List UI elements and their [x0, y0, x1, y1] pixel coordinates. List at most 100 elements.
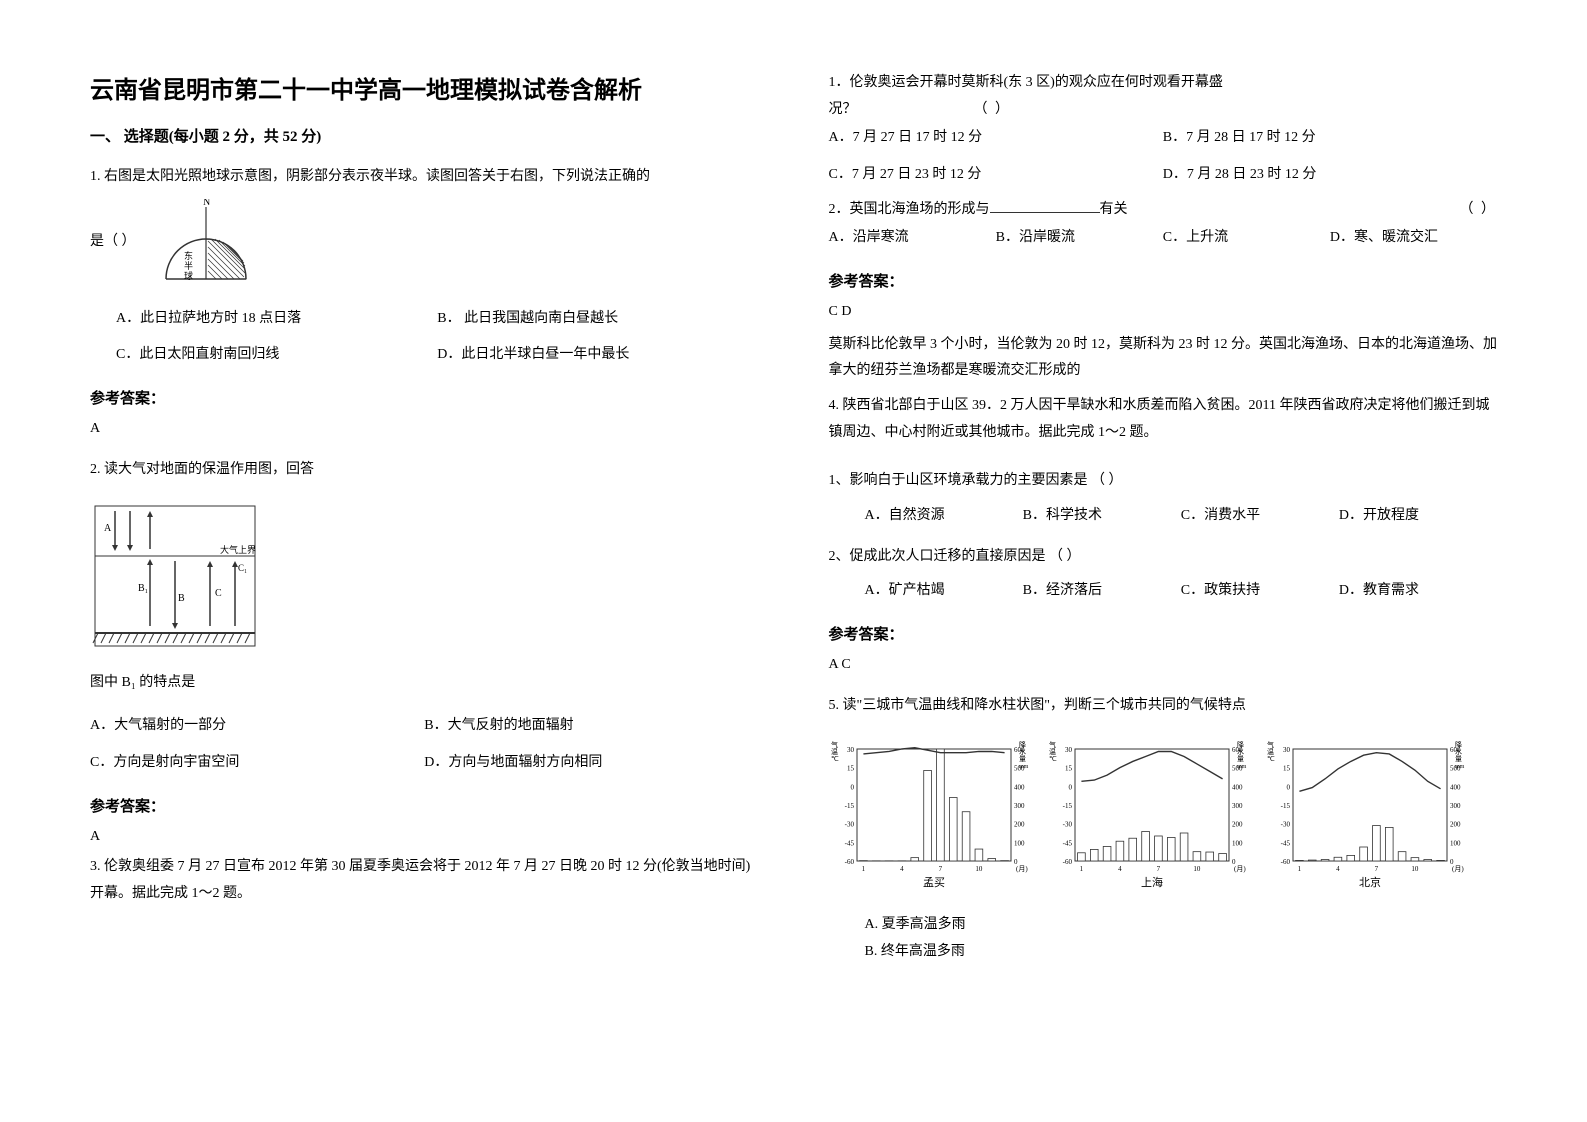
- q4-s2-stem: 2、促成此次人口迁移的直接原因是 （ ）: [829, 544, 1498, 571]
- svg-text:500: 500: [1450, 765, 1461, 773]
- svg-text:-45: -45: [1062, 839, 1072, 847]
- svg-text:30: 30: [847, 746, 855, 754]
- q3-s1-opt-c: C．7 月 27 日 23 时 12 分: [829, 160, 1163, 191]
- svg-text:7: 7: [938, 865, 942, 873]
- svg-text:100: 100: [1232, 839, 1243, 847]
- q4-s2-options: A．矿产枯竭 B．经济落后 C．政策扶持 D．教育需求: [829, 576, 1498, 607]
- svg-text:孟买: 孟买: [923, 876, 945, 889]
- q3-s1-stem-b: 况？ （ ）: [829, 97, 1498, 124]
- chart-mumbai: 气温℃降水量mm-60-45-30-1501530010020030040050…: [829, 739, 1039, 894]
- q1-options-cd: C．此日太阳直射南回归线 D．此日北半球白昼一年中最长: [90, 340, 759, 371]
- q3-s1-options-ab: A．7 月 27 日 17 时 12 分 B．7 月 28 日 17 时 12 …: [829, 123, 1498, 154]
- svg-text:600: 600: [1232, 746, 1243, 754]
- svg-text:10: 10: [1193, 865, 1201, 873]
- q4-s1-opt-c: C．消费水平: [1181, 501, 1339, 532]
- globe-east-label: 东: [184, 250, 193, 261]
- svg-text:-30: -30: [1062, 821, 1072, 829]
- globe-n-label: N: [203, 199, 210, 208]
- section-header: 一、 选择题(每小题 2 分，共 52 分): [90, 125, 759, 146]
- q1-opt-a: A．此日拉萨地方时 18 点日落: [116, 304, 437, 335]
- svg-text:量: 量: [1455, 755, 1462, 763]
- fill-blank: [990, 212, 1100, 213]
- globe-figure: N 东 半 球: [156, 199, 256, 294]
- svg-text:-45: -45: [844, 839, 854, 847]
- paper-title: 云南省昆明市第二十一中学高一地理模拟试卷含解析: [90, 70, 759, 105]
- q1-ans: A: [90, 416, 759, 443]
- svg-text:0: 0: [850, 783, 854, 791]
- q2-opt-d: D．方向与地面辐射方向相同: [424, 748, 758, 779]
- svg-text:600: 600: [1450, 746, 1461, 754]
- q2-opt-a: A．大气辐射的一部分: [90, 711, 424, 742]
- svg-text:10: 10: [1411, 865, 1419, 873]
- svg-text:10: 10: [975, 865, 983, 873]
- svg-text:-15: -15: [1062, 802, 1072, 810]
- q2-stem: 2. 读大气对地面的保温作用图，回答: [90, 457, 759, 484]
- q4-s1-options: A．自然资源 B．科学技术 C．消费水平 D．开放程度: [829, 501, 1498, 532]
- svg-text:600: 600: [1014, 746, 1025, 754]
- q2-opt-c: C．方向是射向宇宙空间: [90, 748, 424, 779]
- svg-text:量: 量: [1237, 755, 1244, 763]
- svg-text:200: 200: [1014, 821, 1025, 829]
- atmosphere-figure: 大气上界 A B₁ B C C₁: [90, 501, 759, 656]
- q4-ref: 参考答案：: [829, 623, 1498, 644]
- q5-opt-b: B. 终年高温多雨: [829, 939, 1498, 966]
- svg-text:-15: -15: [844, 802, 854, 810]
- svg-text:-45: -45: [1280, 839, 1290, 847]
- svg-text:15: 15: [1065, 765, 1073, 773]
- svg-text:300: 300: [1450, 802, 1461, 810]
- svg-text:半: 半: [184, 260, 193, 271]
- svg-text:300: 300: [1014, 802, 1025, 810]
- svg-text:(月): (月): [1452, 865, 1464, 873]
- svg-text:大气上界: 大气上界: [220, 544, 256, 555]
- q3-s1-stem-a: 1．伦敦奥运会开幕时莫斯科(东 3 区)的观众应在何时观看开幕盛: [829, 70, 1498, 97]
- q2-options-ab: A．大气辐射的一部分 B．大气反射的地面辐射: [90, 711, 759, 742]
- chart-shanghai: 气温℃降水量mm-60-45-30-1501530010020030040050…: [1047, 739, 1257, 894]
- q3-s1-opt-b: B．7 月 28 日 17 时 12 分: [1163, 123, 1497, 154]
- svg-text:200: 200: [1450, 821, 1461, 829]
- svg-text:4: 4: [900, 865, 904, 873]
- q2-sub: 图中 B₁ 的特点是: [90, 670, 759, 697]
- svg-text:30: 30: [1283, 746, 1291, 754]
- q1-opt-d: D．此日北半球白昼一年中最长: [437, 340, 758, 371]
- climate-chart-row: 气温℃降水量mm-60-45-30-1501530010020030040050…: [829, 739, 1498, 894]
- q3-s1-opt-a: A．7 月 27 日 17 时 12 分: [829, 123, 1163, 154]
- left-column: 云南省昆明市第二十一中学高一地理模拟试卷含解析 一、 选择题(每小题 2 分，共…: [90, 70, 759, 1052]
- svg-text:(月): (月): [1234, 865, 1246, 873]
- q4-s2-opt-d: D．教育需求: [1339, 576, 1497, 607]
- svg-text:7: 7: [1156, 865, 1160, 873]
- svg-text:量: 量: [1019, 755, 1026, 763]
- svg-text:200: 200: [1232, 821, 1243, 829]
- right-column: 1．伦敦奥运会开幕时莫斯科(东 3 区)的观众应在何时观看开幕盛 况？ （ ） …: [829, 70, 1498, 1052]
- q2-ans: A: [90, 824, 759, 851]
- q4-s2-opt-b: B．经济落后: [1023, 576, 1181, 607]
- q5-stem: 5. 读"三城市气温曲线和降水柱状图"，判断三个城市共同的气候特点: [829, 693, 1498, 720]
- q4-s1-stem: 1、影响白于山区环境承载力的主要因素是 （ ）: [829, 468, 1498, 495]
- svg-text:400: 400: [1014, 783, 1025, 791]
- q4-s2-opt-a: A．矿产枯竭: [865, 576, 1023, 607]
- svg-text:400: 400: [1450, 783, 1461, 791]
- svg-text:100: 100: [1450, 839, 1461, 847]
- svg-text:-60: -60: [1062, 858, 1072, 866]
- svg-text:B: B: [178, 593, 185, 604]
- svg-text:1: 1: [1297, 865, 1301, 873]
- svg-text:(月): (月): [1016, 865, 1028, 873]
- q3-s2-opt-c: C．上升流: [1163, 223, 1330, 254]
- svg-text:30: 30: [1065, 746, 1073, 754]
- q3-s2-opt-b: B．沿岸暖流: [996, 223, 1163, 254]
- svg-text:400: 400: [1232, 783, 1243, 791]
- svg-text:15: 15: [847, 765, 855, 773]
- svg-text:-15: -15: [1280, 802, 1290, 810]
- svg-text:1: 1: [1079, 865, 1083, 873]
- q1-opt-b: B． 此日我国越向南白昼越长: [437, 304, 758, 335]
- q2-options-cd: C．方向是射向宇宙空间 D．方向与地面辐射方向相同: [90, 748, 759, 779]
- svg-text:℃: ℃: [831, 755, 839, 763]
- q3-s2-options: A．沿岸寒流 B．沿岸暖流 C．上升流 D．寒、暖流交汇: [829, 223, 1498, 254]
- q3-s2-opt-a: A．沿岸寒流: [829, 223, 996, 254]
- q3-s2-stem: 2．英国北海渔场的形成与有关 （ ）: [829, 197, 1498, 224]
- q1-ref: 参考答案：: [90, 387, 759, 408]
- svg-text:4: 4: [1118, 865, 1122, 873]
- svg-text:-60: -60: [1280, 858, 1290, 866]
- q2-ref: 参考答案：: [90, 795, 759, 816]
- q3-ans: C D: [829, 299, 1498, 326]
- svg-text:100: 100: [1014, 839, 1025, 847]
